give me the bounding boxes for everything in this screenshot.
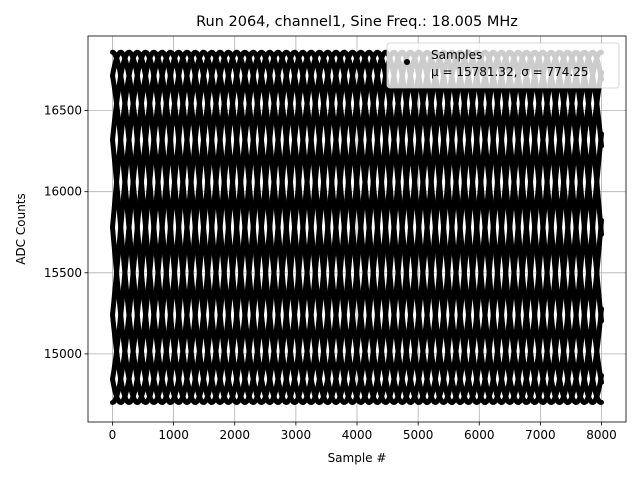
legend-entry-samples: Samples: [431, 48, 482, 62]
y-tick-label: 16500: [44, 104, 82, 118]
x-tick-label: 5000: [403, 428, 434, 442]
y-tick-label: 15500: [44, 266, 82, 280]
y-axis-label: ADC Counts: [14, 193, 28, 265]
sample-trace: [110, 49, 604, 405]
y-tick-label: 16000: [44, 185, 82, 199]
x-tick-label: 0: [109, 428, 117, 442]
x-tick-label: 1000: [158, 428, 189, 442]
legend: Samples μ = 15781.32, σ = 774.25: [386, 42, 620, 89]
chart-title: Run 2064, channel1, Sine Freq.: 18.005 M…: [196, 14, 518, 30]
x-tick-label: 3000: [281, 428, 312, 442]
y-tick-label: 15000: [44, 347, 82, 361]
sample-trace: [110, 49, 604, 405]
sample-trace: [110, 49, 604, 405]
x-tick-label: 4000: [342, 428, 373, 442]
axis-ticks: [84, 110, 602, 426]
legend-marker-samples: [404, 59, 410, 65]
data-series-samples: [110, 49, 604, 405]
x-axis-label: Sample #: [328, 451, 387, 465]
sample-trace: [110, 49, 604, 405]
legend-box: [386, 42, 620, 89]
x-tick-label: 2000: [219, 428, 250, 442]
sample-trace: [110, 49, 604, 405]
x-tick-label: 6000: [464, 428, 495, 442]
x-tick-label: 8000: [586, 428, 617, 442]
legend-entry-stats: μ = 15781.32, σ = 774.25: [431, 65, 588, 79]
x-tick-label: 7000: [525, 428, 556, 442]
